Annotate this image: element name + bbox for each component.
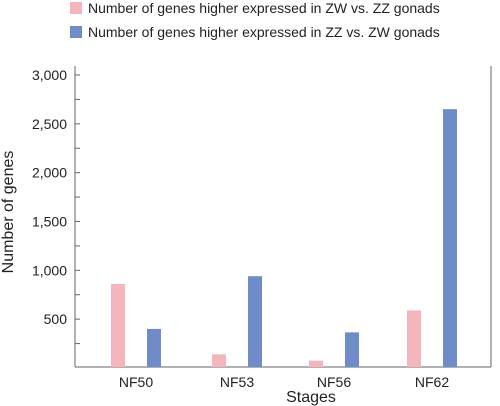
bar-zw-vs-zz-nf56 — [309, 360, 323, 367]
bar-zw-vs-zz-nf62 — [407, 310, 421, 367]
y-tick-label: 1,500 — [32, 214, 67, 230]
y-tick-label: 2,000 — [32, 165, 67, 181]
legend-label: Number of genes higher expressed in ZZ v… — [88, 24, 440, 40]
y-tick-label: 2,500 — [32, 116, 67, 132]
x-tick-label: NF62 — [415, 374, 449, 390]
y-tick-label: 3,000 — [32, 67, 67, 83]
legend-swatch — [70, 26, 82, 38]
x-axis-title: Stages — [286, 389, 336, 406]
x-tick-label: NF50 — [119, 374, 153, 390]
bar-zz-vs-zw-nf62 — [443, 109, 457, 367]
bar-zz-vs-zw-nf53 — [248, 276, 262, 367]
y-tick-label: 500 — [44, 311, 68, 327]
bars — [111, 109, 457, 367]
bar-zw-vs-zz-nf53 — [212, 354, 226, 367]
y-tick-label: 1,000 — [32, 262, 67, 278]
x-tick-label: NF56 — [317, 374, 351, 390]
bar-zz-vs-zw-nf56 — [345, 332, 359, 367]
bar-zz-vs-zw-nf50 — [147, 328, 161, 367]
bar-zw-vs-zz-nf50 — [111, 284, 125, 367]
legend-label: Number of genes higher expressed in ZW v… — [88, 0, 440, 16]
axes: 500 1,000 1,500 2,000 2,500 3,000 NF50 NF53 NF56… — [32, 66, 492, 390]
y-axis-title: Number of genes — [0, 151, 17, 274]
legend-swatch — [70, 2, 82, 14]
legend: Number of genes higher expressed in ZW v… — [70, 0, 440, 40]
x-tick-label: NF53 — [220, 374, 254, 390]
